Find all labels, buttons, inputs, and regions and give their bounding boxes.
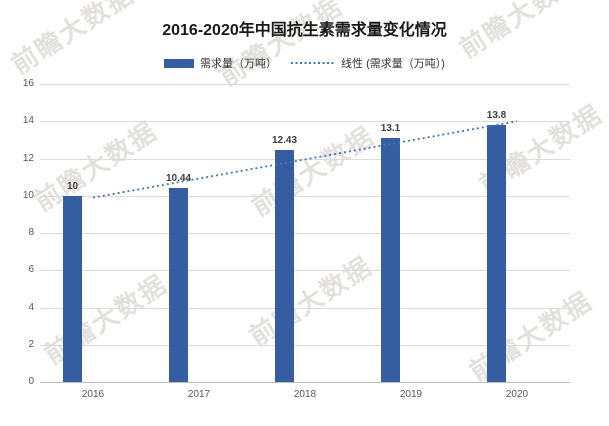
gridline bbox=[40, 233, 570, 234]
gridline bbox=[40, 270, 570, 272]
y-tick-label: 8 bbox=[28, 227, 34, 238]
legend-item-demand: 需求量（万吨） bbox=[164, 55, 277, 71]
x-axis-line bbox=[40, 382, 570, 383]
x-tick-label: 2017 bbox=[187, 389, 211, 400]
plot-area: 10 10.44 12.43 13.1 13.8 bbox=[40, 84, 570, 383]
bar-value-label: 10 bbox=[66, 180, 79, 192]
bar bbox=[169, 187, 188, 382]
bar-value-label: 13.1 bbox=[380, 123, 401, 134]
legend-item-trendline: 线性 (需求量（万吨）) bbox=[291, 55, 445, 71]
x-tick-label: 2018 bbox=[293, 389, 317, 400]
bar-value-label: 13.8 bbox=[486, 109, 507, 121]
gridline bbox=[40, 84, 570, 85]
bar-value-label: 12.43 bbox=[271, 135, 298, 147]
trendline-swatch-icon bbox=[291, 62, 336, 64]
trendline bbox=[92, 120, 518, 199]
watermark-text: 前瞻大数据 bbox=[213, 0, 348, 92]
gridline bbox=[40, 195, 570, 197]
chart-title: 2016-2020年中国抗生素需求量变化情况 bbox=[162, 22, 447, 39]
legend-label-trendline: 线性 (需求量（万吨）) bbox=[341, 58, 445, 70]
legend-label-demand: 需求量（万吨） bbox=[200, 58, 278, 70]
y-tick-label: 12 bbox=[22, 152, 34, 164]
gridline bbox=[40, 307, 570, 309]
bar-value-label: 10.44 bbox=[165, 172, 192, 184]
y-tick-label: 2 bbox=[28, 338, 34, 350]
x-tick-label: 2020 bbox=[505, 389, 529, 400]
y-tick-label: 10 bbox=[22, 189, 34, 201]
gridline bbox=[40, 344, 570, 346]
bar bbox=[381, 138, 400, 382]
y-tick-label: 0 bbox=[28, 376, 34, 387]
bar bbox=[275, 150, 294, 382]
y-tick-label: 14 bbox=[22, 115, 34, 127]
y-tick-label: 16 bbox=[22, 78, 34, 89]
chart-legend: 需求量（万吨） 线性 (需求量（万吨）) bbox=[0, 56, 609, 70]
x-tick-label: 2019 bbox=[399, 389, 423, 400]
bar-series-swatch-icon bbox=[164, 58, 195, 68]
trendline-svg bbox=[92, 120, 518, 199]
y-tick-label: 4 bbox=[28, 301, 34, 313]
bar bbox=[487, 124, 506, 382]
bar bbox=[63, 195, 82, 382]
x-tick-label: 2016 bbox=[81, 389, 105, 400]
gridline bbox=[40, 121, 570, 123]
y-tick-label: 6 bbox=[28, 264, 34, 276]
